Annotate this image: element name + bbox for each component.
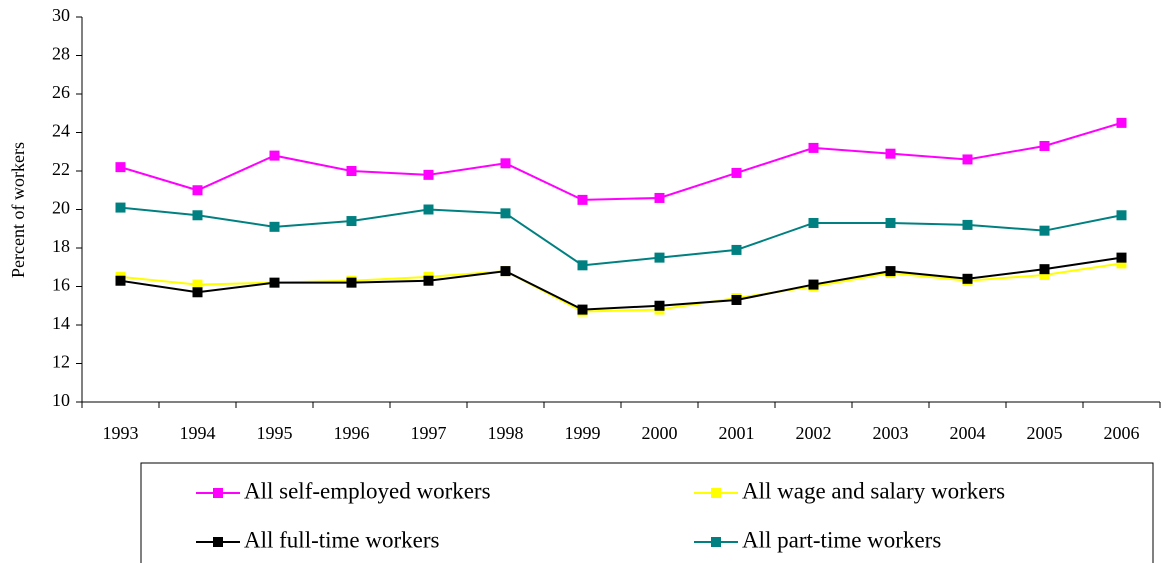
legend-marker — [213, 537, 223, 547]
y-tick-label: 22 — [52, 159, 70, 179]
x-tick-label: 1993 — [103, 423, 139, 443]
series-line — [120, 206, 1122, 267]
point — [346, 216, 357, 227]
legend-marker — [213, 488, 223, 498]
point — [962, 154, 973, 165]
y-tick-label: 10 — [52, 390, 70, 410]
x-tick-label: 2004 — [950, 423, 986, 443]
point — [115, 202, 126, 213]
point — [423, 169, 434, 180]
y-tick-label: 18 — [52, 236, 70, 256]
series-line — [120, 121, 1122, 201]
y-tick-label: 24 — [52, 121, 70, 141]
point — [1116, 117, 1127, 128]
y-tick-label: 20 — [52, 198, 70, 218]
legend-label: All full-time workers — [244, 527, 440, 552]
legend: All self-employed workers All wage and sa… — [140, 462, 1154, 563]
point — [808, 217, 819, 228]
x-tick-label: 1995 — [257, 423, 293, 443]
x-tick-label: 2000 — [642, 423, 678, 443]
x-tick-label: 1998 — [488, 423, 524, 443]
point — [500, 208, 511, 219]
point — [423, 275, 434, 286]
x-tick-label: 2003 — [873, 423, 909, 443]
point — [192, 185, 203, 196]
point — [885, 148, 896, 159]
legend-label: All self-employed workers — [244, 478, 491, 503]
point — [115, 275, 126, 286]
point — [500, 266, 511, 277]
legend-marker — [711, 488, 721, 498]
legend-marker — [711, 537, 721, 547]
y-tick-label: 26 — [52, 82, 70, 102]
point — [192, 210, 203, 221]
y-tick-label: 12 — [52, 352, 70, 372]
y-tick-label: 30 — [52, 5, 70, 25]
x-tick-label: 1996 — [334, 423, 370, 443]
point — [1039, 264, 1050, 275]
point — [731, 244, 742, 255]
x-tick-label: 2005 — [1027, 423, 1063, 443]
point — [808, 279, 819, 290]
y-axis-label: Percent of workers — [8, 142, 28, 278]
point — [423, 204, 434, 215]
point — [115, 162, 126, 173]
point — [577, 260, 588, 271]
point — [1039, 269, 1050, 280]
point — [500, 158, 511, 169]
point — [808, 142, 819, 153]
point — [269, 277, 280, 288]
point — [885, 217, 896, 228]
x-tick-label: 1999 — [565, 423, 601, 443]
point — [654, 252, 665, 263]
point — [269, 221, 280, 232]
y-tick-label: 28 — [52, 44, 70, 64]
point — [962, 273, 973, 284]
point — [192, 279, 203, 290]
legend-label: All part-time workers — [742, 527, 941, 552]
point — [654, 300, 665, 311]
point — [1116, 258, 1127, 269]
point — [346, 277, 357, 288]
legend-box — [140, 462, 1154, 563]
point — [1039, 225, 1050, 236]
y-tick-label: 14 — [52, 313, 70, 333]
x-tick-label: 1997 — [411, 423, 447, 443]
point — [654, 192, 665, 203]
point — [962, 219, 973, 230]
point — [577, 194, 588, 205]
x-tick-label: 2001 — [719, 423, 755, 443]
point — [1116, 210, 1127, 221]
x-tick-label: 2006 — [1104, 423, 1140, 443]
point — [192, 287, 203, 298]
point — [1039, 140, 1050, 151]
point — [731, 167, 742, 178]
x-tick-label: 2002 — [796, 423, 832, 443]
y-tick-label: 16 — [52, 275, 70, 295]
x-tick-label: 1994 — [180, 423, 216, 443]
point — [269, 150, 280, 161]
point — [1116, 252, 1127, 263]
point — [731, 294, 742, 305]
series-line — [120, 256, 1122, 311]
point — [885, 266, 896, 277]
point — [577, 304, 588, 315]
legend-label: All wage and salary workers — [742, 478, 1005, 503]
point — [346, 166, 357, 176]
